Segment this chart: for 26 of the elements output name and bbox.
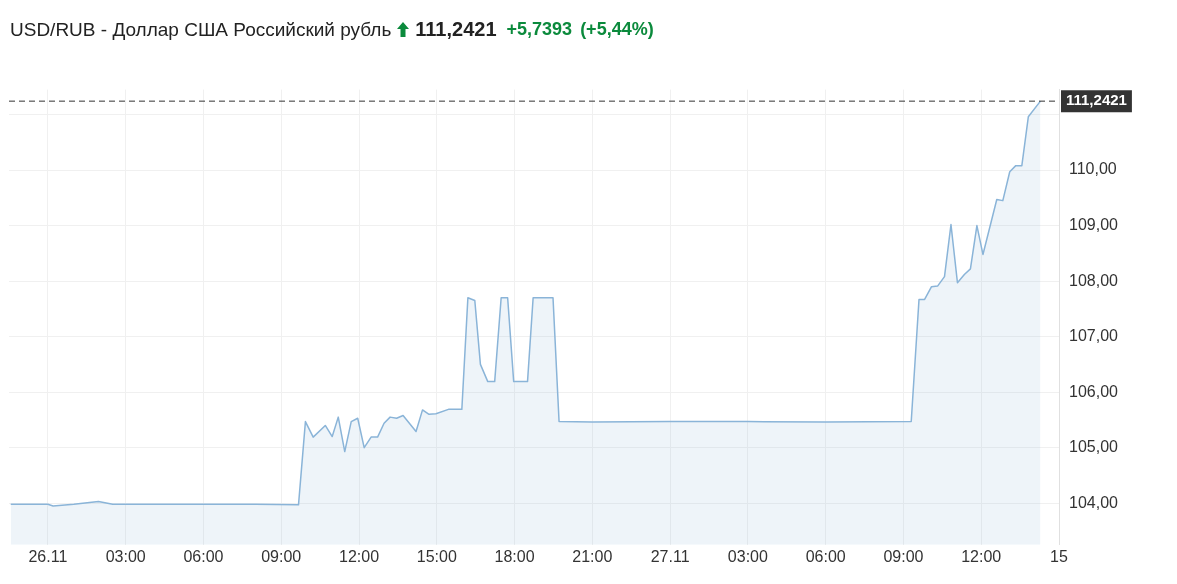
x-tick-label: 09:00 (261, 547, 302, 565)
x-tick-label: 12:00 (961, 547, 1002, 565)
text: 111,2421 (415, 18, 497, 41)
x-tick-label: 06:00 (183, 547, 224, 565)
y-tick-label: 104,00 (1069, 493, 1119, 511)
y-tick-label: 107,00 (1069, 327, 1119, 345)
x-tick-label: 21:00 (572, 547, 613, 565)
y-tick-label: 109,00 (1069, 216, 1119, 234)
x-tick-label: 12:00 (338, 547, 380, 565)
y-tick-label: 105,00 (1069, 438, 1119, 456)
text: +5,7393 (506, 19, 573, 40)
x-tick-label: 18:00 (494, 547, 535, 565)
x-tick-label: 09:00 (883, 547, 924, 565)
x-tick-label: 15:00 (416, 547, 457, 565)
ref-line-label: 111,2421 (1066, 91, 1127, 109)
x-tick-label: 26.11 (28, 547, 68, 565)
x-tick-label: 15 (1050, 547, 1068, 565)
y-tick-label: 110,00 (1069, 160, 1117, 178)
x-tick-label: 27.11 (650, 547, 690, 565)
chart-title: USD/RUB - Доллар США Российский рубль (10, 18, 392, 41)
y-tick-label: 108,00 (1069, 271, 1119, 289)
x-tick-label: 03:00 (105, 547, 146, 565)
x-tick-label: 06:00 (805, 547, 846, 565)
y-tick-label: 106,00 (1069, 382, 1119, 400)
text: (+5,44%) (580, 19, 654, 40)
x-tick-label: 03:00 (727, 547, 769, 565)
